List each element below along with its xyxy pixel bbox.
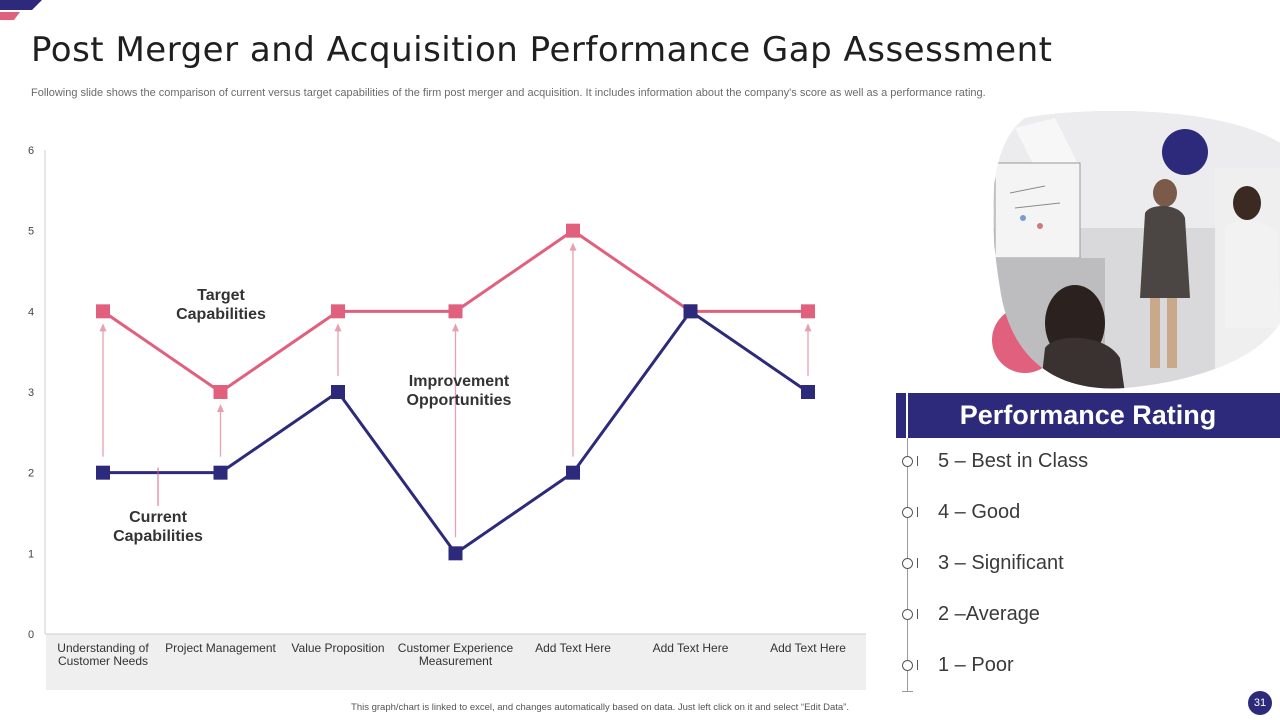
x-tick-label-line: Customer Needs: [58, 654, 148, 668]
page-title: Post Merger and Acquisition Performance …: [31, 30, 1053, 70]
improvement-arrow: [217, 404, 224, 457]
navy-decor-circle: [1162, 129, 1208, 175]
improvement-arrow-head: [334, 323, 342, 332]
corner-decoration: [0, 0, 42, 20]
improvement-arrow: [334, 323, 342, 376]
y-tick-label: 0: [28, 629, 34, 641]
improvement-opportunities-annotation: Improvement Opportunities: [407, 373, 512, 409]
rating-label: 2 –Average: [938, 602, 1040, 625]
x-tick-label-line: Add Text Here: [653, 641, 729, 655]
y-tick-label: 6: [28, 145, 34, 157]
x-tick-label: Add Text Here: [770, 641, 846, 655]
x-tick-label-line: Value Proposition: [291, 641, 384, 655]
y-tick-label: 5: [28, 226, 34, 238]
target-point: [96, 304, 110, 319]
improvement-arrow-head: [569, 242, 577, 251]
rating-item-1: 1 – Poor: [902, 652, 1014, 678]
x-axis-label-band: [46, 634, 866, 690]
timeline-tick: [917, 507, 918, 517]
x-tick-label: Value Proposition: [291, 641, 384, 655]
current-capabilities-annotation-line: Capabilities: [113, 528, 203, 545]
performance-rating-header: Performance Rating: [896, 393, 1280, 438]
target-capabilities-annotation-line: Target: [197, 287, 245, 304]
improvement-opportunities-annotation-line: Improvement: [409, 373, 510, 390]
rating-item-4: 4 – Good: [902, 499, 1020, 525]
current-point: [96, 465, 110, 480]
rating-header-accent: [896, 393, 908, 438]
x-tick-label-line: Customer Experience: [398, 641, 514, 655]
page-subtitle: Following slide shows the comparison of …: [31, 87, 986, 99]
rating-label: 1 – Poor: [938, 653, 1014, 676]
x-tick-label-line: Understanding of: [57, 641, 149, 655]
timeline-dot-icon: [902, 557, 913, 569]
x-tick-label: Customer Experience Measurement: [398, 641, 514, 668]
x-tick-label: Add Text Here: [535, 641, 611, 655]
rating-label: 5 – Best in Class: [938, 449, 1089, 472]
target-point: [331, 304, 345, 319]
current-capabilities-annotation: Current Capabilities: [113, 509, 203, 545]
timeline-tick: [917, 609, 918, 619]
target-point: [801, 304, 815, 319]
gap-assessment-chart[interactable]: 0 1 2 3 4 5 6 Understanding of Customer Needs Pr…: [0, 130, 880, 700]
team-meeting-photo: [992, 110, 1280, 389]
target-capabilities-annotation-line: Capabilities: [176, 306, 266, 323]
x-tick-label-line: Add Text Here: [770, 641, 846, 655]
y-tick-label: 1: [28, 548, 34, 560]
improvement-arrow: [569, 242, 577, 457]
current-point: [566, 465, 580, 480]
x-tick-label: Project Management: [165, 641, 276, 655]
timeline-tick: [917, 558, 918, 568]
rating-label: 3 – Significant: [938, 551, 1064, 574]
target-point: [566, 223, 580, 238]
x-tick-label: Understanding of Customer Needs: [57, 641, 149, 668]
whiteboard: [994, 162, 1081, 259]
y-tick-label: 2: [28, 468, 34, 480]
rating-timeline-end: [902, 691, 913, 692]
chart-footnote: This graph/chart is linked to excel, and…: [351, 702, 849, 713]
x-tick-label-line: Measurement: [419, 654, 493, 668]
improvement-arrow-head: [99, 323, 107, 332]
timeline-tick: [917, 660, 918, 670]
target-point: [213, 385, 228, 399]
x-tick-label: Add Text Here: [653, 641, 729, 655]
timeline-dot-icon: [902, 455, 913, 467]
y-tick-label: 3: [28, 387, 34, 399]
x-tick-label-line: Project Management: [165, 641, 276, 655]
timeline-tick: [917, 456, 918, 466]
timeline-dot-icon: [902, 659, 913, 671]
x-tick-label-line: Add Text Here: [535, 641, 611, 655]
improvement-arrow-head: [804, 323, 812, 332]
rating-item-2: 2 –Average: [902, 601, 1040, 627]
current-point: [801, 385, 815, 399]
y-tick-label: 4: [28, 306, 34, 318]
improvement-opportunities-annotation-line: Opportunities: [407, 392, 512, 409]
page-number-badge: 31: [1248, 691, 1272, 715]
improvement-arrow-head: [452, 323, 459, 332]
target-capabilities-annotation: Target Capabilities: [176, 287, 266, 323]
current-point: [448, 546, 463, 561]
improvement-arrow: [99, 323, 107, 457]
current-point: [331, 385, 345, 399]
current-point: [213, 465, 228, 480]
target-point: [448, 304, 463, 319]
current-capabilities-annotation-line: Current: [129, 509, 187, 526]
timeline-dot-icon: [902, 506, 913, 518]
improvement-arrow: [804, 323, 812, 376]
improvement-arrow: [452, 323, 459, 538]
rating-item-3: 3 – Significant: [902, 550, 1064, 576]
timeline-dot-icon: [902, 608, 913, 620]
improvement-arrow-head: [217, 404, 224, 412]
current-point: [683, 304, 698, 319]
rating-item-5: 5 – Best in Class: [902, 448, 1088, 474]
rating-label: 4 – Good: [938, 500, 1021, 523]
